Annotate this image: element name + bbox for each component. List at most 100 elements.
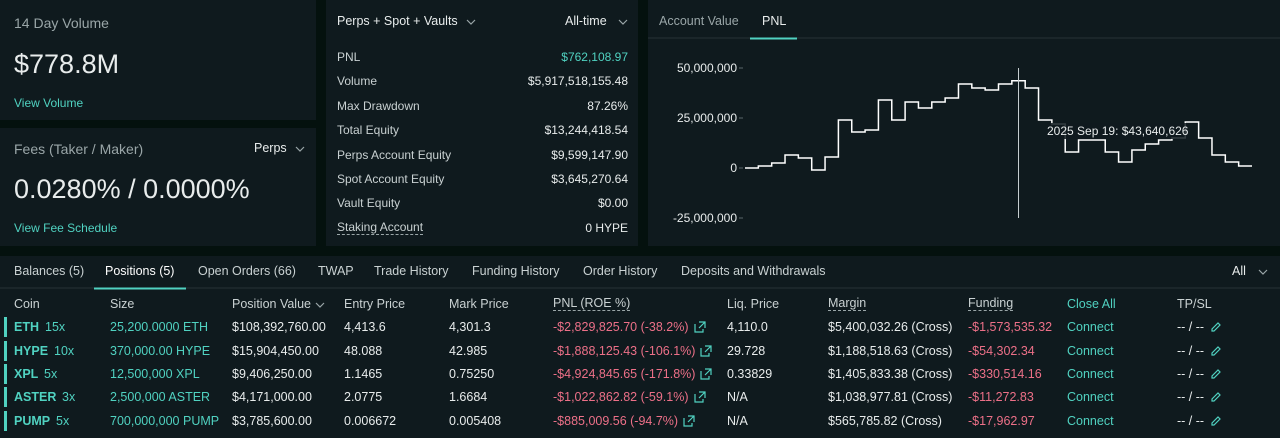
summary-value: $0.00 (597, 196, 628, 210)
edit-icon (1211, 346, 1221, 356)
cell: $1,038,977.81 (Cross) (828, 390, 953, 404)
cell[interactable]: Connect (1067, 390, 1114, 404)
column-header: Liq. Price (727, 297, 780, 311)
cell: -- / -- (1177, 344, 1205, 358)
icon (1211, 369, 1221, 379)
column-header: PNL (ROE %) (553, 296, 631, 311)
y-tick-label: 0 (730, 161, 737, 175)
chevron (618, 19, 628, 25)
cell: -$54,302.34 (968, 344, 1035, 358)
cell: -- / -- (1177, 320, 1205, 334)
edit-icon (1211, 322, 1221, 332)
cell: -$1,022,862.82 (-59.1%) (553, 390, 689, 404)
fees-selector[interactable]: Perps (254, 141, 287, 155)
coin: XPL (14, 367, 39, 381)
column-header: Position Value (232, 297, 311, 311)
column-header: Margin (828, 296, 867, 311)
cell: -- / -- (1177, 414, 1205, 428)
summary-range[interactable]: All-time (565, 14, 607, 28)
summary-label: PNL (337, 50, 361, 64)
edit-icon (1211, 369, 1221, 379)
chart-tab-active[interactable]: PNL (762, 14, 787, 28)
coin: ETH (14, 320, 39, 334)
cell: $4,171,000.00 (232, 390, 312, 404)
cell: -$4,924,845.65 (-171.8%) (553, 367, 696, 381)
cell: 700,000,000 PUMP (110, 414, 220, 428)
tab-filter[interactable]: All (1232, 264, 1246, 278)
y-tick-label: 50,000,000 (677, 61, 737, 75)
row-indicator (4, 341, 7, 361)
icon (694, 321, 706, 333)
chevron (466, 19, 476, 25)
fees-value: 0.0280% / 0.0000% (14, 174, 250, 204)
external-link-icon (694, 391, 706, 403)
tab[interactable]: Order History (583, 264, 658, 278)
cell: -$330,514.16 (968, 367, 1042, 381)
coin: PUMP (14, 414, 51, 428)
summary-label: Perps Account Equity (337, 148, 452, 162)
cell[interactable]: Connect (1067, 344, 1114, 358)
summary-panel (326, 0, 638, 246)
summary-value: $762,108.97 (561, 50, 628, 64)
indicator (4, 411, 7, 431)
external-link-icon (700, 345, 712, 357)
cell: 0.006672 (344, 414, 397, 428)
cell: 1.1465 (344, 367, 383, 381)
tab-active[interactable]: Positions (5) (105, 264, 175, 278)
column-header: Size (110, 297, 135, 311)
cell: -$1,888,125.43 (-106.1%) (553, 344, 696, 358)
tab[interactable]: Trade History (374, 264, 449, 278)
icon (1211, 322, 1221, 332)
tab[interactable]: Funding History (472, 264, 560, 278)
cell: 12,500,000 XPL (110, 367, 200, 381)
fee-schedule-link[interactable]: View Fee Schedule (14, 221, 118, 235)
icon (1211, 416, 1221, 426)
cell: $9,406,250.00 (232, 367, 312, 381)
tab[interactable]: Balances (5) (14, 264, 85, 278)
volume-label: 14 Day Volume (14, 15, 109, 31)
cell: N/A (727, 414, 748, 428)
row-indicator (4, 317, 7, 337)
summary-label: Max Drawdown (337, 99, 420, 113)
cell: $565,785.82 (Cross) (828, 414, 942, 428)
chart-tab[interactable]: Account Value (659, 14, 739, 28)
chevron-path (466, 19, 476, 25)
cell: $108,392,760.00 (232, 320, 326, 334)
cell[interactable]: Connect (1067, 414, 1114, 428)
summary-label: Staking Account (337, 220, 424, 235)
cell: $15,904,450.00 (232, 344, 319, 358)
chevron-path (618, 19, 628, 25)
cell: -$17,962.97 (968, 414, 1035, 428)
tab[interactable]: TWAP (318, 264, 354, 278)
leverage: 5x (56, 414, 70, 428)
icon (694, 391, 706, 403)
summary-value: 0 HYPE (585, 221, 628, 235)
cell: 4,301.3 (449, 320, 491, 334)
coin: HYPE (14, 344, 49, 358)
cell: -$1,573,535.32 (968, 320, 1053, 334)
summary-filter[interactable]: Perps + Spot + Vaults (337, 14, 458, 28)
cell[interactable]: Connect (1067, 320, 1114, 334)
column-header: Coin (14, 297, 40, 311)
cell: $1,405,833.38 (Cross) (828, 367, 953, 381)
cell: -$11,272.83 (968, 390, 1034, 404)
indicator (4, 317, 7, 337)
cell[interactable]: Connect (1067, 367, 1114, 381)
cell: 48.088 (344, 344, 383, 358)
tab[interactable]: Open Orders (66) (198, 264, 296, 278)
external-link-icon (683, 415, 695, 427)
summary-value: $5,917,518,155.48 (527, 74, 628, 88)
summary-value: $3,645,270.64 (551, 172, 628, 186)
indicator (4, 341, 7, 361)
cell: 4,110.0 (727, 320, 768, 334)
leverage: 15x (45, 320, 66, 334)
chevron (315, 302, 325, 308)
column-header[interactable]: Close All (1067, 297, 1116, 311)
summary-value: $9,599,147.90 (551, 148, 628, 162)
view-volume-link[interactable]: View Volume (14, 96, 84, 110)
indicator (4, 387, 7, 407)
tab[interactable]: Deposits and Withdrawals (681, 264, 826, 278)
summary-label: Spot Account Equity (337, 172, 445, 186)
cell: -$2,829,825.70 (-38.2%) (553, 320, 689, 334)
